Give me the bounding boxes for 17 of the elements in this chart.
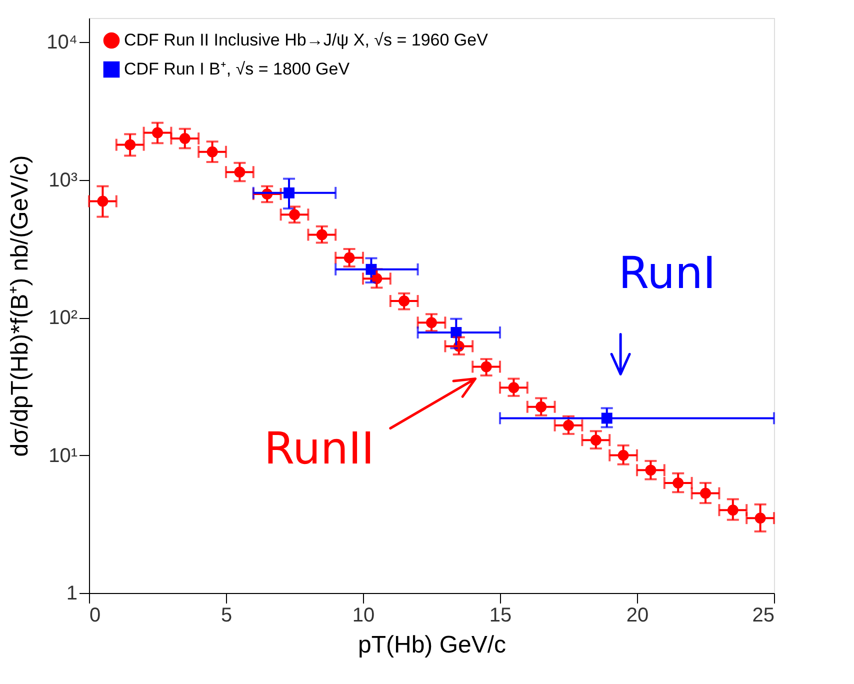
- x-tick-label: 25: [752, 604, 774, 626]
- legend-label: CDF Run I B⁺, √s = 1800 GeV: [124, 60, 350, 78]
- legend-label: CDF Run II Inclusive Hb→J/ψ X, √s = 1960 GeV: [124, 30, 489, 50]
- y-tick-label: 10²: [48, 307, 78, 330]
- x-tick-label: 15: [489, 604, 512, 626]
- x-axis-title: pT(Hb) GeV/c: [358, 632, 506, 658]
- x-tick-label: 0: [90, 604, 101, 626]
- x-tick-label: 5: [220, 604, 232, 626]
- y-tick-label: 10⁴: [46, 32, 78, 54]
- y-axis-title: dσ/dpT(Hb)*f(B⁺) nb/(GeV/c): [6, 155, 34, 457]
- annotation: RunI: [618, 248, 716, 300]
- x-tick-label: 20: [626, 604, 649, 626]
- x-tick-label: 10: [352, 604, 375, 626]
- annotation: RunII: [264, 423, 374, 474]
- y-tick-label: 1: [66, 582, 78, 604]
- y-tick-label: 10¹: [48, 444, 78, 467]
- y-tick-label: 10³: [48, 169, 78, 192]
